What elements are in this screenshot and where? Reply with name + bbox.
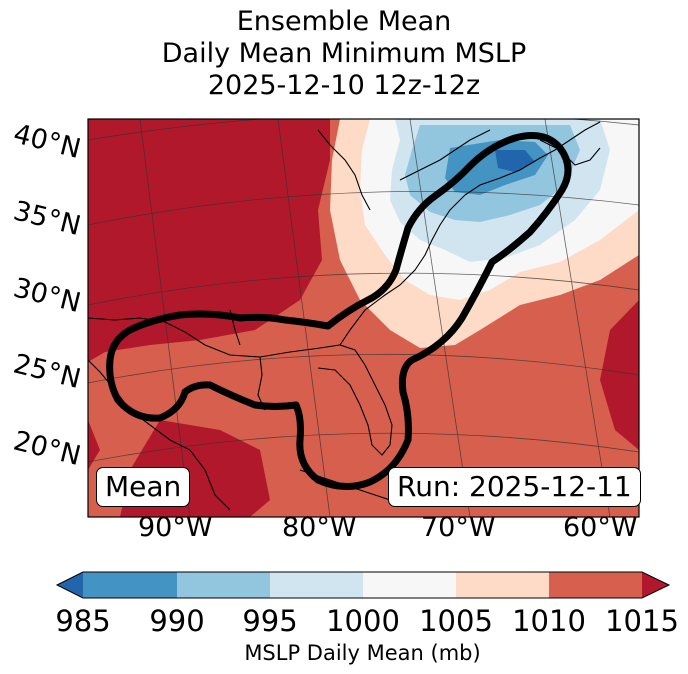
colorbar xyxy=(55,571,671,599)
colorbar-tick-990: 990 xyxy=(149,604,205,638)
colorbar-bin-995-1000 xyxy=(270,572,363,598)
colorbar-over-extend xyxy=(642,572,669,598)
colorbar-tick-1015: 1015 xyxy=(605,604,679,638)
colorbar-bin-1000-1005 xyxy=(363,572,456,598)
colorbar-under-extend xyxy=(57,572,83,598)
lon-label-60w: 60°W xyxy=(563,512,638,543)
mslp-band-over-1015-east xyxy=(600,300,639,450)
lon-label-80w: 80°W xyxy=(282,512,357,543)
run-date-box: Run: 2025-12-11 xyxy=(388,467,641,507)
mean-label-box: Mean xyxy=(96,467,191,507)
colorbar-bin-1005-1010 xyxy=(456,572,549,598)
colorbar-tick-995: 995 xyxy=(242,604,298,638)
colorbar-tick-1010: 1010 xyxy=(512,604,586,638)
colorbar-label: MSLP Daily Mean (mb) xyxy=(244,641,481,665)
colorbar-tick-1005: 1005 xyxy=(419,604,493,638)
map-frame xyxy=(87,118,640,518)
title-line-3: 2025-12-10 12z-12z xyxy=(207,70,481,101)
lon-label-70w: 70°W xyxy=(421,512,496,543)
title-line-1: Ensemble Mean xyxy=(236,6,452,37)
title-line-2: Daily Mean Minimum MSLP xyxy=(161,38,527,69)
colorbar-bin-990-995 xyxy=(177,572,270,598)
ensemble-contour xyxy=(106,132,572,490)
graticule xyxy=(88,119,639,517)
lon-label-90w: 90°W xyxy=(138,512,213,543)
colorbar-tick-1000: 1000 xyxy=(326,604,400,638)
colorbar-bin-985-990 xyxy=(83,572,177,598)
colorbar-outline xyxy=(55,571,671,599)
colorbar-tick-985: 985 xyxy=(55,604,111,638)
mslp-field xyxy=(88,119,639,517)
colorbar-bin-1010-1015 xyxy=(549,572,642,598)
